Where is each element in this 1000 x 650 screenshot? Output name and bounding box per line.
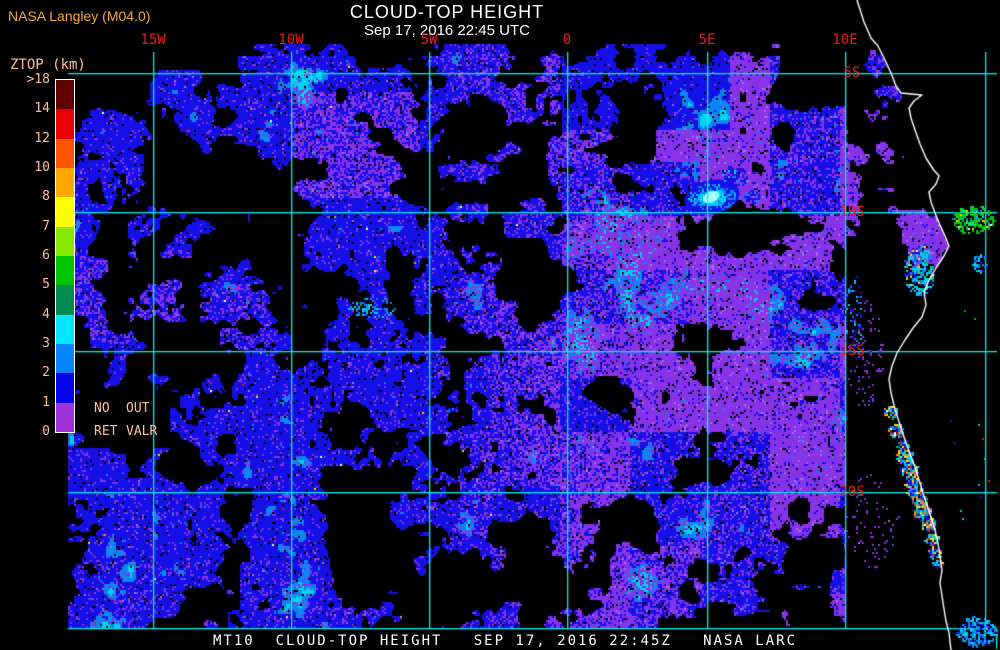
colorbar-tick-7: 7 (42, 218, 50, 234)
colorbar-tick-6: 6 (42, 247, 50, 263)
colorbar-tick-gt18: >18 (26, 72, 50, 87)
colorbar-segment-9 (56, 343, 74, 374)
longitude-label-5E: 5E (698, 32, 716, 48)
colorbar-segment-3 (56, 167, 74, 198)
colorbar-segment-10 (56, 373, 74, 403)
longitude-label-0: 0 (562, 32, 572, 48)
flag-valr: VALR (126, 424, 158, 439)
colorbar-tick-0: 0 (42, 423, 50, 439)
longitude-label-10E: 10E (832, 32, 858, 48)
latitude-label-20S: 20S (839, 484, 865, 500)
source-label: NASA Langley (M04.0) (8, 8, 151, 24)
colorbar-tick-8: 8 (42, 189, 50, 205)
flag-no: NO (94, 401, 110, 416)
latitude-label-15S: 15S (839, 343, 865, 359)
longitude-label-10W: 10W (278, 32, 304, 48)
colorbar-segment-6 (56, 255, 74, 286)
colorbar-segment-4 (56, 197, 74, 227)
longitude-label-15W: 15W (140, 32, 166, 48)
timestamp-label: Sep 17, 2016 22:45 UTC (364, 22, 530, 39)
colorbar-segment-1 (56, 109, 74, 139)
colorbar-tick-10: 10 (34, 159, 50, 175)
flag-out: OUT (126, 401, 150, 416)
flag-ret: RET (94, 424, 118, 439)
colorbar-tick-1: 1 (42, 394, 50, 410)
longitude-label-5W: 5W (420, 32, 438, 48)
colorbar-tick-4: 4 (42, 306, 50, 322)
latitude-label-5S: 5S (843, 65, 861, 81)
colorbar-tick-3: 3 (42, 335, 50, 351)
colorbar-segment-0 (56, 80, 74, 110)
colorbar-tick-5: 5 (42, 277, 50, 293)
latitude-label-10S: 10S (839, 204, 865, 220)
colorbar-tick-14: 14 (34, 101, 50, 117)
colorbar-segment-8 (56, 314, 74, 344)
page-title: CLOUD-TOP HEIGHT (349, 2, 545, 22)
colorbar-segment-2 (56, 138, 74, 168)
footer-status-line: MT10 CLOUD-TOP HEIGHT SEP 17, 2016 22:45… (212, 633, 798, 649)
colorbar-segment-7 (56, 285, 74, 315)
colorbar (55, 79, 75, 433)
colorbar-tick-2: 2 (42, 365, 50, 381)
colorbar-segment-5 (56, 226, 74, 256)
colorbar-tick-12: 12 (34, 130, 50, 146)
colorbar-title: ZTOP (km) (10, 57, 86, 73)
colorbar-segment-11 (56, 402, 74, 432)
